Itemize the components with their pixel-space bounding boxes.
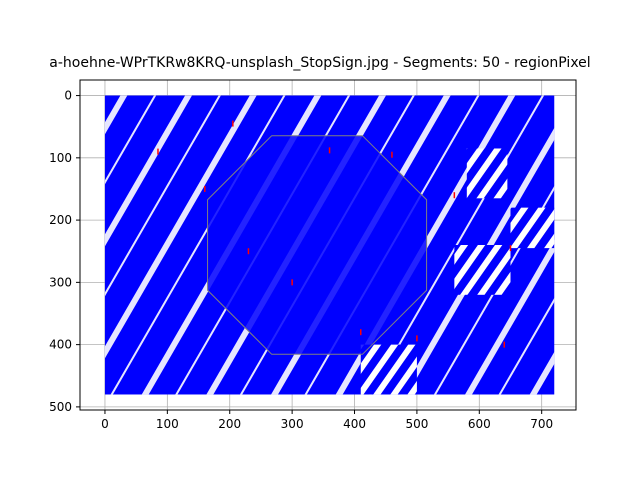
plot-area [79,79,577,411]
x-tick-label: 200 [218,417,241,431]
segment-patch [360,344,417,395]
segment-octagon [207,135,428,355]
x-tick-label: 100 [156,417,179,431]
chart-title: a-hoehne-WPrTKRw8KRQ-unsplash_StopSign.j… [49,55,590,71]
x-tick-label: 500 [405,417,428,431]
segment-patch [466,148,508,199]
y-tick-label: 400 [49,338,72,352]
y-tick-label: 0 [64,89,72,103]
x-tick-label: 600 [468,417,491,431]
x-tick-label: 400 [343,417,366,431]
y-tick-label: 100 [49,151,72,165]
y-tick-label: 300 [49,275,72,289]
segment-patch [454,245,511,295]
axes-frame [79,79,577,411]
y-axis: 0 100 200 300 400 500 [49,89,80,414]
segment-patch [510,207,555,249]
image-raster [104,95,555,395]
y-tick-label: 200 [49,213,72,227]
x-tick-label: 0 [101,417,109,431]
x-tick-label: 700 [530,417,553,431]
y-tick-label: 500 [49,400,72,414]
x-tick-label: 300 [281,417,304,431]
x-axis: 0 100 200 300 400 500 600 700 [101,410,553,431]
